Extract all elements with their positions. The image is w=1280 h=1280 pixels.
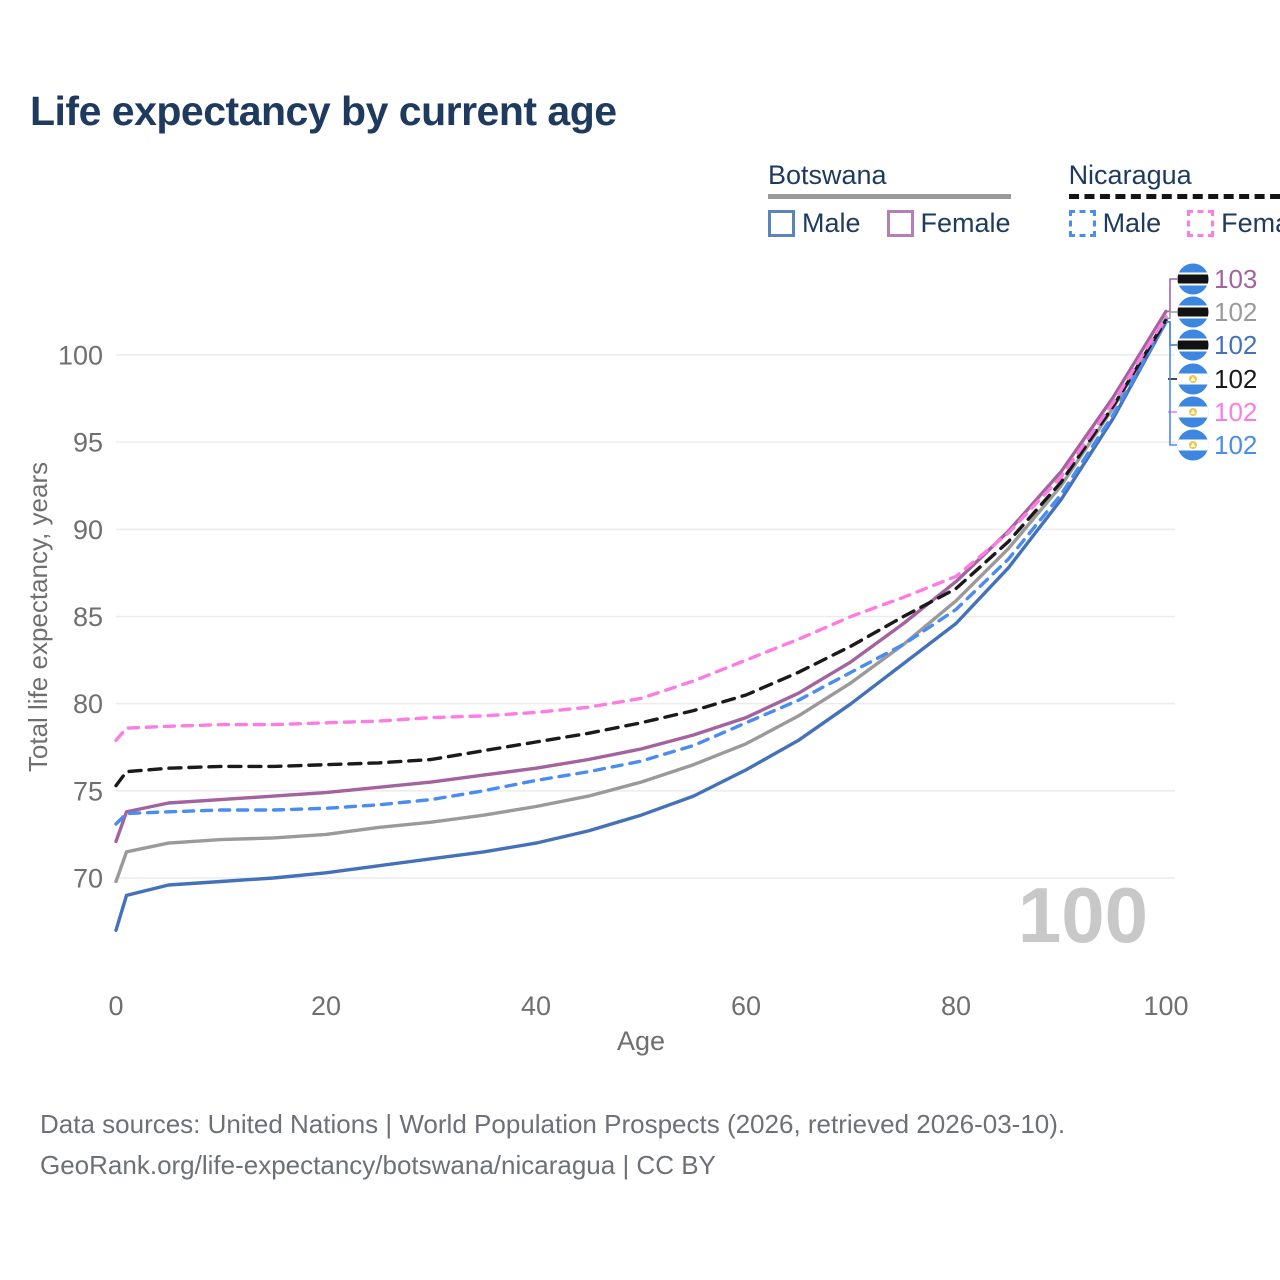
legend-item-nicaragua-male[interactable]: Male — [1068, 208, 1162, 239]
y-tick-label-95: 95 — [73, 428, 103, 458]
watermark-age-value: 100 — [1018, 871, 1148, 959]
y-tick-label-75: 75 — [73, 776, 103, 806]
series-botswana-male-line[interactable] — [114, 320, 1168, 932]
x-axis-title: Age — [617, 1026, 665, 1056]
flag-nicaragua-icon — [1177, 363, 1209, 395]
end-label-value-5: 102 — [1214, 430, 1257, 460]
x-tick-label-20: 20 — [311, 991, 341, 1021]
legend: Botswana Male Female Nicaragua Male — [768, 160, 1280, 239]
flag-botswana-icon — [1177, 263, 1209, 295]
legend-header-nicaragua: Nicaragua — [1068, 160, 1192, 190]
flag-nicaragua-icon — [1177, 396, 1209, 428]
end-label-connector-0 — [1166, 278, 1177, 313]
end-label-connector-1 — [1166, 311, 1177, 320]
x-tick-label-80: 80 — [941, 991, 971, 1021]
series-botswana-all-line[interactable] — [114, 316, 1168, 884]
flag-botswana-icon — [1177, 329, 1209, 361]
end-label-value-4: 102 — [1214, 397, 1257, 427]
page-title: Life expectancy by current age — [30, 88, 617, 134]
end-label-value-1: 102 — [1214, 297, 1257, 327]
legend-group-nicaragua: Nicaragua Male Female — [1068, 160, 1280, 239]
footer: Data sources: United Nations | World Pop… — [40, 1104, 1065, 1186]
y-tick-label-100: 100 — [58, 340, 103, 370]
y-axis-title: Total life expectancy, years — [23, 462, 53, 772]
legend-item-botswana-male[interactable]: Male — [768, 208, 861, 239]
legend-group-botswana: Botswana Male Female — [768, 160, 1011, 239]
end-label-value-0: 103 — [1214, 264, 1257, 294]
y-tick-label-80: 80 — [73, 689, 103, 719]
series-nicaragua-female-line[interactable] — [114, 315, 1168, 742]
x-tick-label-40: 40 — [521, 991, 551, 1021]
legend-item-botswana-female[interactable]: Female — [886, 208, 1011, 239]
legend-line-sample-botswana — [768, 194, 1011, 199]
end-label-value-3: 102 — [1214, 364, 1257, 394]
y-tick-label-90: 90 — [73, 515, 103, 545]
legend-swatch-nicaragua-female — [1187, 210, 1215, 237]
end-label-value-2: 102 — [1214, 330, 1257, 360]
y-tick-label-70: 70 — [73, 863, 103, 893]
legend-swatch-botswana-male — [768, 210, 795, 237]
x-tick-label-0: 0 — [108, 991, 123, 1021]
footer-attribution: GeoRank.org/life-expectancy/botswana/nic… — [40, 1150, 716, 1180]
end-label-connector-5 — [1166, 321, 1177, 446]
legend-item-nicaragua-female[interactable]: Female — [1187, 208, 1280, 239]
legend-header-botswana: Botswana — [768, 160, 887, 190]
legend-swatch-nicaragua-male — [1068, 210, 1096, 237]
legend-label-nicaragua-male: Male — [1102, 208, 1162, 238]
end-label-connector-2 — [1166, 321, 1177, 346]
flag-botswana-icon — [1177, 296, 1209, 328]
legend-line-sample-nicaragua — [1068, 194, 1280, 199]
legend-swatch-botswana-female — [886, 210, 914, 237]
flag-nicaragua-icon — [1177, 429, 1209, 461]
life-expectancy-chart: 70 75 80 85 90 95 100 0 20 40 60 80 100 Age Total life… — [23, 263, 1257, 1056]
footer-sources: Data sources: United Nations | World Pop… — [40, 1109, 1066, 1139]
legend-label-nicaragua-female: Female — [1221, 208, 1280, 238]
x-tick-label-100: 100 — [1143, 991, 1188, 1021]
y-tick-label-85: 85 — [73, 602, 103, 632]
series-nicaragua-male-line[interactable] — [114, 320, 1168, 826]
legend-label-botswana-male: Male — [802, 208, 861, 238]
legend-label-botswana-female: Female — [920, 208, 1011, 238]
x-tick-label-60: 60 — [731, 991, 761, 1021]
series-nicaragua-all-line[interactable] — [114, 318, 1168, 788]
